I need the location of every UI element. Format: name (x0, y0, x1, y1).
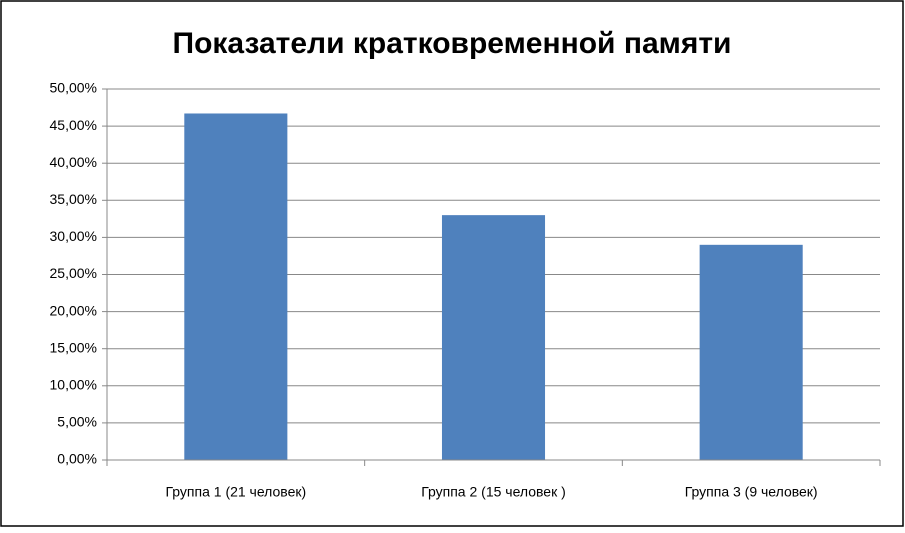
y-tick-label: 0,00% (57, 451, 97, 467)
bar (699, 244, 803, 460)
bar (441, 215, 546, 460)
chart-title: Показатели кратковременной памяти (173, 27, 732, 60)
y-tick-label: 40,00% (50, 154, 97, 170)
x-tick-label: Группа 1 (21 человек) (166, 484, 307, 500)
bar (184, 113, 288, 461)
y-tick-label: 30,00% (50, 228, 97, 244)
y-tick-label: 15,00% (50, 339, 97, 355)
y-tick-label: 10,00% (50, 377, 97, 393)
x-tick-label: Группа 2 (15 человек ) (421, 484, 566, 500)
y-tick-label: 35,00% (50, 191, 97, 207)
y-tick-label: 20,00% (50, 302, 97, 318)
y-tick-label: 50,00% (50, 80, 97, 96)
y-tick-label: 25,00% (50, 265, 97, 281)
y-tick-label: 45,00% (50, 117, 97, 133)
x-tick-label: Группа 3 (9 человек) (685, 484, 818, 500)
y-tick-label: 5,00% (57, 414, 97, 430)
